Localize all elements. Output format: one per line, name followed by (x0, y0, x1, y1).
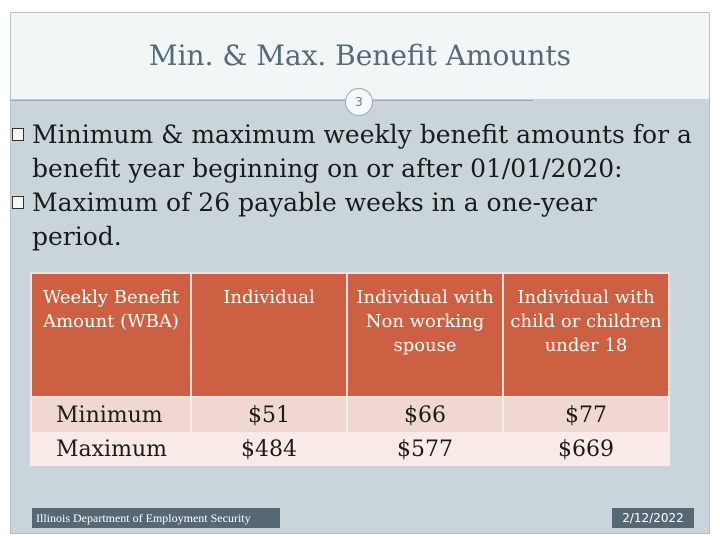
bullet-list: Minimum & maximum weekly benefit amounts… (12, 118, 692, 254)
table-cell: $484 (190, 432, 348, 466)
table-cell: $51 (190, 397, 348, 432)
table-cell: $66 (346, 397, 504, 432)
title-band: Min. & Max. Benefit Amounts (11, 13, 709, 100)
table-cell: $77 (502, 397, 670, 432)
bullet-item: Minimum & maximum weekly benefit amounts… (12, 118, 692, 186)
slide-number-badge: 3 (345, 88, 373, 116)
table-header-row: Weekly Benefit Amount (WBA) Individual I… (30, 272, 670, 398)
header-non-working-spouse: Individual with Non working spouse (346, 272, 504, 398)
footer-organization: Illinois Department of Employment Securi… (32, 508, 280, 528)
header-children: Individual with child or children under … (502, 272, 670, 398)
bullet-square-icon (12, 128, 24, 141)
bullet-square-icon (12, 196, 24, 209)
bullet-item: Maximum of 26 payable weeks in a one-yea… (12, 186, 692, 254)
benefit-amounts-table: Weekly Benefit Amount (WBA) Individual I… (30, 272, 670, 466)
bullet-text: Maximum of 26 payable weeks in a one-yea… (32, 188, 597, 251)
bullet-text: Minimum & maximum weekly benefit amounts… (32, 120, 692, 183)
header-wba: Weekly Benefit Amount (WBA) (30, 272, 192, 398)
row-label-minimum: Minimum (30, 397, 192, 432)
footer-date: 2/12/2022 (612, 508, 694, 528)
table-row: Maximum $484 $577 $669 (30, 432, 670, 466)
row-label-maximum: Maximum (30, 432, 192, 466)
title-divider-left (11, 100, 345, 101)
table-cell: $577 (346, 432, 504, 466)
header-individual: Individual (190, 272, 348, 398)
slide-title: Min. & Max. Benefit Amounts (148, 39, 572, 72)
table-row: Minimum $51 $66 $77 (30, 397, 670, 432)
title-divider-right (373, 100, 533, 101)
table-cell: $669 (502, 432, 670, 466)
